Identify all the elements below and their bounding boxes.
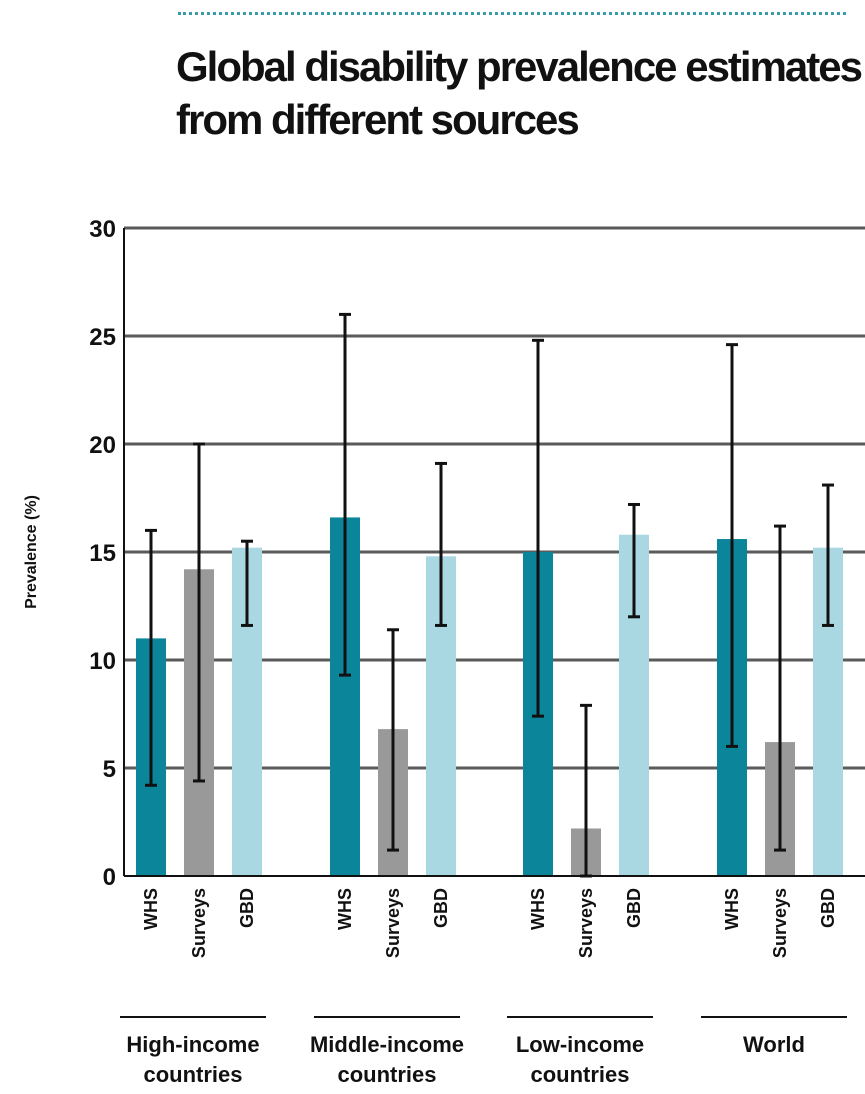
x-tick-label-whs: WHS bbox=[528, 888, 548, 930]
x-tick-label-surveys: Surveys bbox=[770, 888, 790, 958]
y-tick-label: 30 bbox=[89, 216, 116, 243]
group-label: High-income countries bbox=[126, 1032, 259, 1087]
group-label: World bbox=[743, 1032, 805, 1057]
x-tick-label-surveys: Surveys bbox=[576, 888, 596, 958]
x-tick-label-whs: WHS bbox=[722, 888, 742, 930]
y-tick-label: 0 bbox=[103, 864, 116, 891]
y-tick-label: 25 bbox=[89, 324, 116, 351]
x-tick-label-whs: WHS bbox=[141, 888, 161, 930]
x-tick-label-gbd: GBD bbox=[818, 888, 838, 928]
y-tick-label: 5 bbox=[103, 756, 116, 783]
x-tick-label-whs: WHS bbox=[335, 888, 355, 930]
x-tick-label-gbd: GBD bbox=[237, 888, 257, 928]
y-axis-label: Prevalence (%) bbox=[23, 495, 40, 609]
bars bbox=[136, 314, 843, 876]
x-tick-label-surveys: Surveys bbox=[189, 888, 209, 958]
x-tick-label-gbd: GBD bbox=[624, 888, 644, 928]
x-tick-label-gbd: GBD bbox=[431, 888, 451, 928]
y-tick-label: 10 bbox=[89, 648, 116, 675]
group-label: Middle-income countries bbox=[310, 1032, 464, 1087]
y-tick-label: 20 bbox=[89, 432, 116, 459]
group-label: Low-income countries bbox=[516, 1032, 644, 1087]
x-tick-label-surveys: Surveys bbox=[383, 888, 403, 958]
y-tick-label: 15 bbox=[89, 540, 116, 567]
